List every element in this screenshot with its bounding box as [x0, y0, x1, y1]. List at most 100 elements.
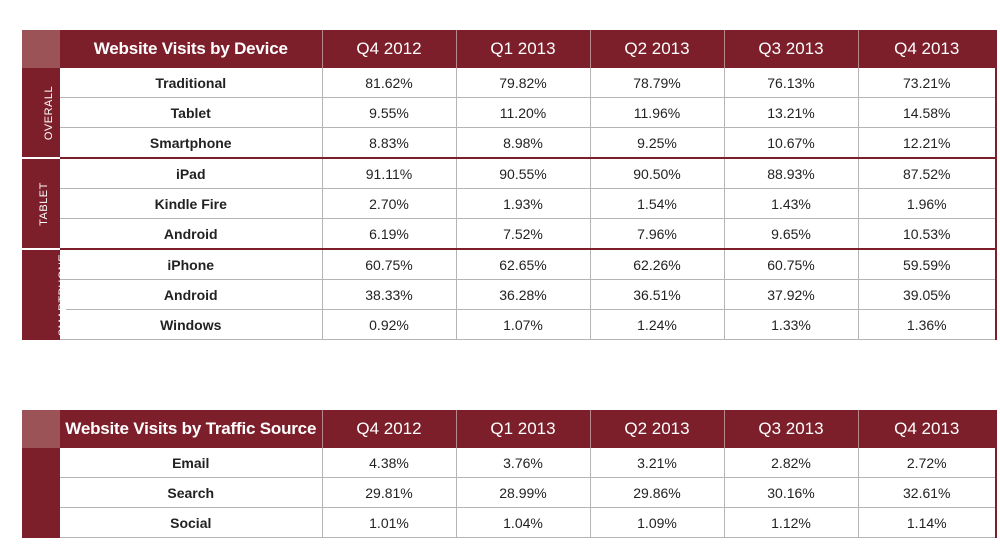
value-cell: 0.92% — [321, 309, 456, 340]
value-cell: 76.13% — [723, 68, 858, 98]
value-cell: 62.26% — [589, 249, 724, 280]
table-row: Tablet 9.55% 11.20% 11.96% 13.21% 14.58% — [22, 97, 996, 128]
value-cell: 12.21% — [857, 127, 996, 159]
value-cell: 37.92% — [723, 279, 858, 310]
column-header: Q4 2012 — [321, 30, 456, 68]
value-cell: 60.75% — [723, 249, 858, 280]
table-row: Smartphone 8.83% 8.98% 9.25% 10.67% 12.21% — [22, 127, 996, 159]
value-cell: 7.52% — [455, 218, 590, 250]
value-cell: 62.65% — [455, 249, 590, 280]
left-bar — [22, 448, 60, 538]
table-row: OVERALL Traditional 81.62% 79.82% 78.79% 76.1… — [22, 68, 996, 159]
column-header: Q1 2013 — [455, 410, 590, 448]
table-row: Search 29.81% 28.99% 29.86% 30.16% 32.61% — [22, 477, 996, 508]
value-cell: 2.72% — [857, 448, 996, 478]
value-cell: 1.33% — [723, 309, 858, 340]
value-cell: 32.61% — [857, 477, 996, 508]
column-header: Q4 2012 — [321, 410, 456, 448]
table-row: Kindle Fire 2.70% 1.93% 1.54% 1.43% 1.96% — [22, 188, 996, 219]
row-label: Social — [60, 507, 323, 538]
value-cell: 1.93% — [455, 188, 590, 219]
value-cell: 39.05% — [857, 279, 996, 310]
value-cell: 78.79% — [589, 68, 724, 98]
value-cell: 8.98% — [455, 127, 590, 159]
value-cell: 11.20% — [455, 97, 590, 128]
table-title: Website Visits by Traffic Source — [60, 410, 323, 448]
group-label: OVERALL — [22, 68, 60, 159]
value-cell: 1.24% — [589, 309, 724, 340]
row-label: Email — [60, 448, 323, 478]
value-cell: 91.11% — [321, 158, 456, 189]
table-row: Email 4.38% 3.76% 3.21% 2.82% 2.72% — [22, 448, 996, 538]
row-label: Android — [60, 218, 323, 250]
value-cell: 29.86% — [589, 477, 724, 508]
column-header: Q4 2013 — [857, 410, 996, 448]
group-label: TABLET — [22, 158, 60, 250]
column-header: Q1 2013 — [455, 30, 590, 68]
value-cell: 29.81% — [321, 477, 456, 508]
value-cell: 6.19% — [321, 218, 456, 250]
column-header: Q2 2013 — [589, 30, 724, 68]
table-row: Android 6.19% 7.52% 7.96% 9.65% 10.53% — [22, 218, 996, 250]
row-label: Android — [60, 279, 323, 310]
value-cell: 87.52% — [857, 158, 996, 189]
traffic-source-table: Website Visits by Traffic Source Q4 2012… — [22, 410, 997, 538]
header-corner — [22, 30, 60, 68]
value-cell: 9.25% — [589, 127, 724, 159]
value-cell: 3.76% — [455, 448, 590, 478]
column-header: Q3 2013 — [723, 410, 858, 448]
value-cell: 1.12% — [723, 507, 858, 538]
group-label-text: OVERALL — [43, 85, 56, 140]
value-cell: 90.50% — [589, 158, 724, 189]
value-cell: 1.07% — [455, 309, 590, 340]
value-cell: 90.55% — [455, 158, 590, 189]
value-cell: 13.21% — [723, 97, 858, 128]
value-cell: 10.67% — [723, 127, 858, 159]
row-label: Search — [60, 477, 323, 508]
table-row: SMARTPHONE iPhone 60.75% 62.65% 62.26% 60.75%… — [22, 249, 996, 340]
value-cell: 81.62% — [321, 68, 456, 98]
value-cell: 1.43% — [723, 188, 858, 219]
value-cell: 1.01% — [321, 507, 456, 538]
value-cell: 9.55% — [321, 97, 456, 128]
value-cell: 79.82% — [455, 68, 590, 98]
row-label: iPad — [60, 158, 323, 189]
table-header-row: Website Visits by Device Q4 2012 Q1 2013… — [22, 30, 996, 68]
row-label: Traditional — [60, 68, 323, 98]
column-header: Q2 2013 — [589, 410, 724, 448]
table-row: Social 1.01% 1.04% 1.09% 1.12% 1.14% — [22, 507, 996, 538]
value-cell: 73.21% — [857, 68, 996, 98]
value-cell: 60.75% — [321, 249, 456, 280]
table-row: Android 38.33% 36.28% 36.51% 37.92% 39.05% — [22, 279, 996, 310]
group-label-text: TABLET — [37, 181, 50, 226]
row-label: iPhone — [60, 249, 323, 280]
value-cell: 14.58% — [857, 97, 996, 128]
value-cell: 2.70% — [321, 188, 456, 219]
value-cell: 1.14% — [857, 507, 996, 538]
value-cell: 36.51% — [589, 279, 724, 310]
value-cell: 1.54% — [589, 188, 724, 219]
table-row: TABLET iPad 91.11% 90.55% 90.50% 88.93% 87.52% — [22, 158, 996, 250]
value-cell: 1.36% — [857, 309, 996, 340]
value-cell: 28.99% — [455, 477, 590, 508]
value-cell: 30.16% — [723, 477, 858, 508]
value-cell: 1.96% — [857, 188, 996, 219]
table-row: Windows 0.92% 1.07% 1.24% 1.33% 1.36% — [22, 309, 996, 340]
table-header-row: Website Visits by Traffic Source Q4 2012… — [22, 410, 996, 448]
group-label: SMARTPHONE — [22, 249, 69, 340]
value-cell: 1.09% — [589, 507, 724, 538]
value-cell: 36.28% — [455, 279, 590, 310]
value-cell: 2.82% — [723, 448, 858, 478]
device-visits-table: Website Visits by Device Q4 2012 Q1 2013… — [22, 30, 997, 340]
value-cell: 9.65% — [723, 218, 858, 250]
value-cell: 1.04% — [455, 507, 590, 538]
column-header: Q4 2013 — [857, 30, 996, 68]
value-cell: 59.59% — [857, 249, 996, 280]
header-corner — [22, 410, 60, 448]
value-cell: 3.21% — [589, 448, 724, 478]
table-title: Website Visits by Device — [60, 30, 323, 68]
column-header: Q3 2013 — [723, 30, 858, 68]
value-cell: 38.33% — [321, 279, 456, 310]
value-cell: 88.93% — [723, 158, 858, 189]
row-label: Smartphone — [60, 127, 323, 159]
